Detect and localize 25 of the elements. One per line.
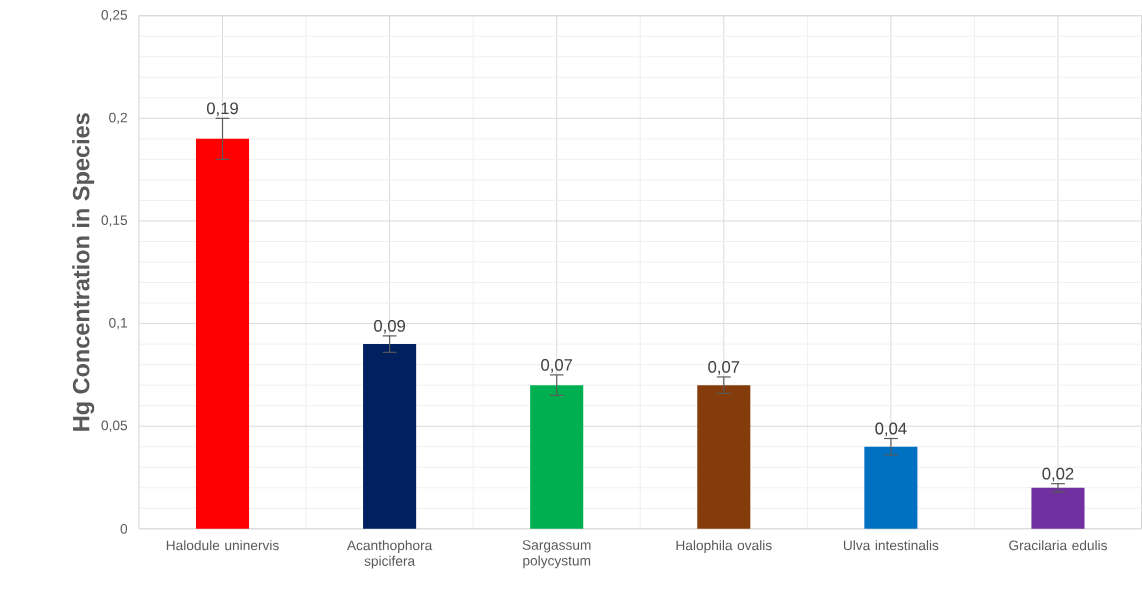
y-tick-label: 0 xyxy=(120,524,128,534)
x-tick-label: Ulva intestinalis xyxy=(843,540,939,551)
x-tick-label: Halodule uninervis xyxy=(166,540,279,551)
x-tick-label: Gracilaria edulis xyxy=(1009,540,1107,551)
y-tick-label: 0,1 xyxy=(109,318,127,330)
y-tick-label: 0,15 xyxy=(101,215,128,227)
bar xyxy=(363,344,417,530)
data-label: 0,07 xyxy=(708,361,740,375)
x-tick-label: Acanthophora spicifera xyxy=(346,540,433,569)
data-label: 0,07 xyxy=(541,359,573,373)
x-tick-label: Halophila ovalis xyxy=(676,540,772,554)
bar xyxy=(697,385,751,530)
data-label: 0,09 xyxy=(374,320,406,334)
bar xyxy=(864,446,918,530)
bar xyxy=(530,385,584,530)
data-label: 0,02 xyxy=(1042,467,1074,482)
y-tick-label: 0,2 xyxy=(109,112,127,125)
data-label: 0,04 xyxy=(875,422,907,437)
y-tick-label: 0,25 xyxy=(101,10,128,22)
bar xyxy=(195,139,250,530)
data-label: 0,19 xyxy=(206,102,238,117)
y-axis-title: Hg Concentration in Species xyxy=(72,113,95,431)
x-tick-label: Sargassum polycystum xyxy=(522,540,591,569)
bar xyxy=(1031,488,1085,530)
y-tick-label: 0,05 xyxy=(101,420,128,433)
